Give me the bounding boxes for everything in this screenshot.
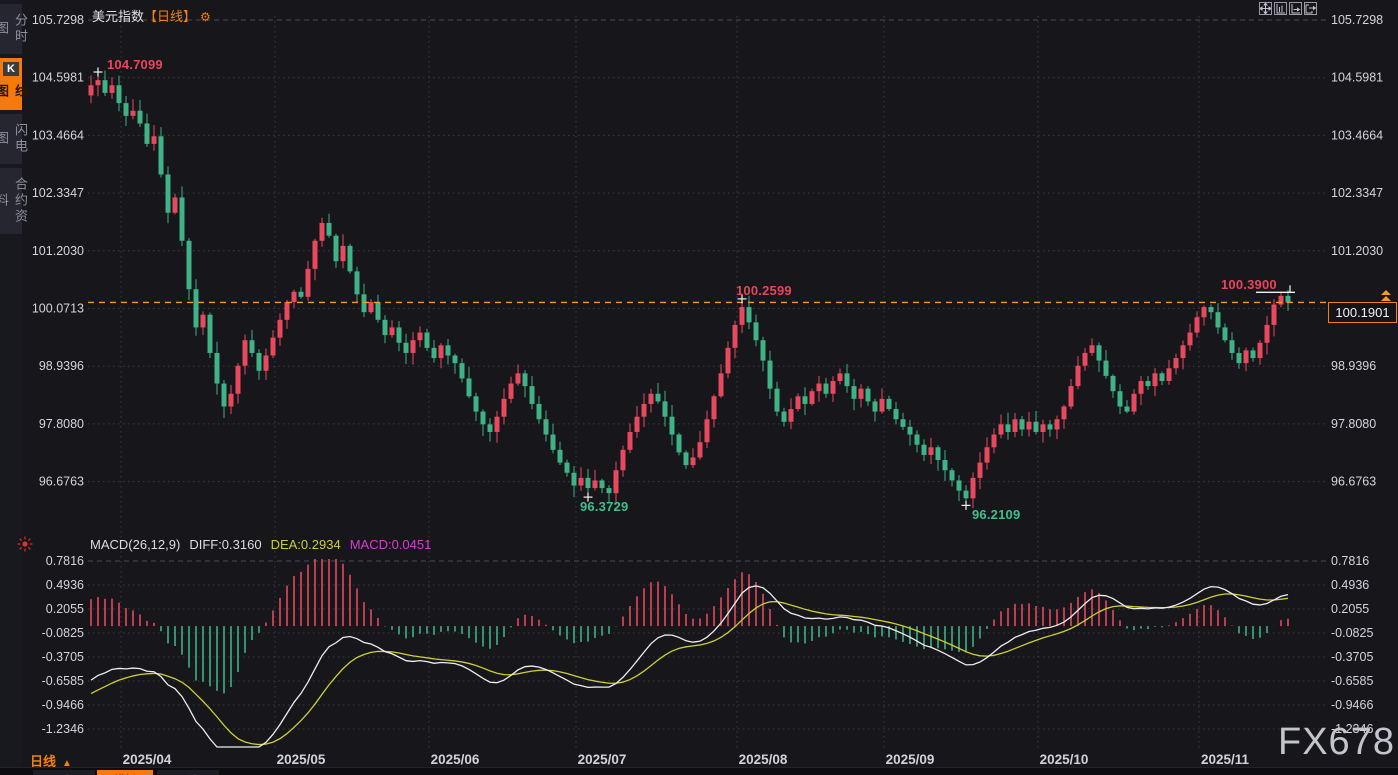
- pan-icon[interactable]: [1259, 2, 1272, 15]
- svg-text:2025/06: 2025/06: [431, 752, 480, 767]
- svg-text:0.7816: 0.7816: [46, 554, 84, 568]
- macd-indicator-header: MACD(26,12,9) DIFF:0.3160 DEA:0.2934 MACD:0…: [90, 537, 440, 552]
- svg-text:-0.3705: -0.3705: [1331, 650, 1373, 664]
- svg-text:0.2055: 0.2055: [46, 602, 84, 616]
- svg-text:103.4664: 103.4664: [1331, 128, 1383, 142]
- chart-title: 美元指数【日线】 ⚙: [92, 6, 211, 25]
- macd-diff-value: DIFF:0.3160: [189, 537, 262, 552]
- svg-text:97.8080: 97.8080: [1331, 417, 1376, 431]
- swing-low-label: 96.3729: [580, 499, 629, 514]
- fit-x-axis-icon[interactable]: [1289, 2, 1302, 15]
- period-selector[interactable]: 日线 ▲: [30, 754, 72, 769]
- svg-text:104.5981: 104.5981: [1331, 71, 1383, 85]
- symbol-name: 美元指数: [92, 9, 145, 24]
- axis-labels: 105.7298 105.7298 104.5981 104.5981 103.4664…: [32, 13, 1383, 767]
- svg-text:2025/08: 2025/08: [739, 752, 788, 767]
- svg-text:102.3347: 102.3347: [1331, 186, 1383, 200]
- sidebar-item-contract-info[interactable]: 合约资料: [0, 168, 28, 234]
- left-sidebar: 分时图 K 线图 闪电图 合约资料: [0, 0, 28, 775]
- chart-toolbar: [1259, 2, 1317, 15]
- sidebar-item-lightning-chart[interactable]: 闪电图: [0, 114, 28, 164]
- macd-params: MACD(26,12,9): [90, 537, 181, 552]
- live-indicator-icon: [17, 536, 33, 552]
- sidebar-item-label: 线图: [0, 84, 28, 100]
- tab-drawing[interactable]: 画线: [157, 770, 219, 775]
- tab-template[interactable]: 模板: [97, 770, 153, 775]
- svg-text:-0.6585: -0.6585: [1331, 674, 1373, 688]
- svg-text:98.9396: 98.9396: [39, 359, 84, 373]
- svg-text:2025/04: 2025/04: [123, 752, 172, 767]
- svg-text:0.4936: 0.4936: [46, 578, 84, 592]
- svg-text:-0.9466: -0.9466: [1331, 698, 1373, 712]
- macd-hist-value: MACD:0.0451: [349, 537, 432, 552]
- settings-icon[interactable]: ⚙: [200, 10, 211, 24]
- svg-text:96.6763: 96.6763: [39, 475, 84, 489]
- swing-markers: [93, 67, 1295, 510]
- export-icon[interactable]: [1304, 2, 1317, 15]
- svg-text:104.5981: 104.5981: [32, 71, 84, 85]
- swing-high-label: 104.7099: [107, 57, 163, 72]
- svg-text:2025/07: 2025/07: [578, 752, 627, 767]
- sidebar-item-candlestick-chart[interactable]: K 线图: [0, 58, 28, 110]
- macd-dea-value: DEA:0.2934: [270, 537, 341, 552]
- candles: [88, 70, 1291, 509]
- swing-high-label: 100.2599: [736, 283, 792, 298]
- svg-text:98.9396: 98.9396: [1331, 359, 1376, 373]
- svg-text:-0.6585: -0.6585: [42, 674, 84, 688]
- svg-text:101.2030: 101.2030: [32, 244, 84, 258]
- svg-text:-0.0825: -0.0825: [1331, 626, 1373, 640]
- chevron-up-icon: ▲: [62, 758, 72, 769]
- svg-text:97.8080: 97.8080: [39, 417, 84, 431]
- tab-timeline[interactable]: 分时图: [33, 770, 95, 775]
- svg-text:101.2030: 101.2030: [1331, 244, 1383, 258]
- svg-text:2025/05: 2025/05: [277, 752, 326, 767]
- dea-line: [90, 593, 1289, 746]
- svg-text:-0.3705: -0.3705: [42, 650, 84, 664]
- fit-y-axis-icon[interactable]: [1274, 2, 1287, 15]
- svg-text:-0.0825: -0.0825: [42, 626, 84, 640]
- price-arrow-marker: [1381, 290, 1391, 302]
- svg-text:103.4664: 103.4664: [32, 128, 84, 142]
- fx678-watermark: FX678: [1278, 721, 1395, 763]
- svg-text:2025/09: 2025/09: [886, 752, 935, 767]
- svg-text:2025/10: 2025/10: [1040, 752, 1089, 767]
- svg-text:2025/11: 2025/11: [1201, 752, 1250, 767]
- k-badge: K: [3, 62, 19, 76]
- svg-text:100.0713: 100.0713: [32, 302, 84, 316]
- bottom-tab-strip: 分时图 模板 画线: [0, 767, 1398, 775]
- swing-high-label: 100.3900: [1221, 277, 1277, 292]
- sidebar-item-timeline-chart[interactable]: 分时图: [0, 4, 28, 54]
- svg-text:105.7298: 105.7298: [32, 13, 84, 27]
- svg-text:0.7816: 0.7816: [1331, 554, 1369, 568]
- diff-line: [90, 585, 1289, 748]
- period-label: 【日线】: [144, 9, 197, 24]
- svg-text:-1.2346: -1.2346: [42, 722, 84, 736]
- svg-text:0.2055: 0.2055: [1331, 602, 1369, 616]
- svg-text:0.4936: 0.4936: [1331, 578, 1369, 592]
- svg-text:102.3347: 102.3347: [32, 186, 84, 200]
- svg-text:-1.2346: -1.2346: [1331, 722, 1373, 736]
- swing-low-label: 96.2109: [972, 507, 1021, 522]
- svg-text:96.6763: 96.6763: [1331, 475, 1376, 489]
- svg-text:105.7298: 105.7298: [1331, 13, 1383, 27]
- svg-text:-0.9466: -0.9466: [42, 698, 84, 712]
- macd-histogram: [90, 559, 1289, 694]
- current-price-tag: 100.1901: [1328, 302, 1397, 323]
